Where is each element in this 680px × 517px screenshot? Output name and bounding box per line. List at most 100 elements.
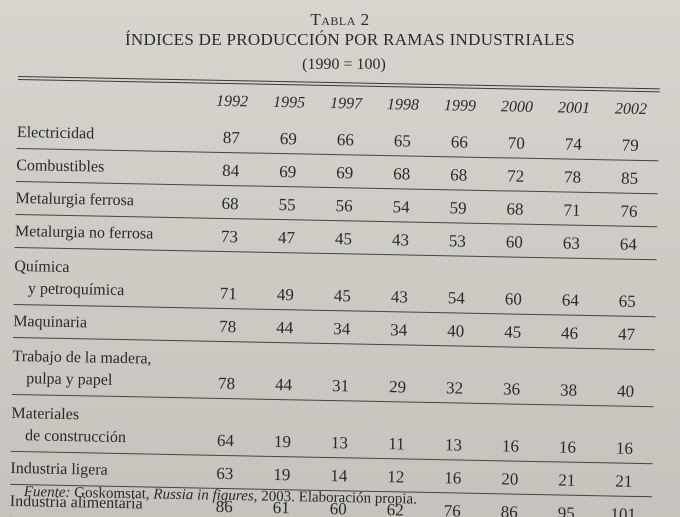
base-year-note: (1990 = 100) (302, 56, 386, 73)
row-label-line: Metalurgia ferrosa (15, 189, 135, 210)
index-value: 54 (447, 288, 466, 308)
index-value: 65 (393, 131, 412, 151)
index-value: 19 (273, 464, 291, 485)
row-label-line: Trabajo de la madera, (12, 347, 152, 368)
row-label: Combustibles (16, 155, 202, 181)
row-label: Industria ligera (10, 458, 196, 484)
row-label: Trabajo de la madera, pulpa y papel (12, 346, 199, 394)
index-value: 70 (507, 133, 525, 153)
index-value: 55 (278, 195, 296, 215)
row-label-line: Química (14, 257, 70, 277)
index-value: 44 (274, 374, 293, 395)
index-value: 38 (559, 380, 578, 400)
index-value: 66 (450, 132, 468, 152)
index-value: 69 (279, 162, 297, 182)
index-value: 47 (617, 324, 636, 344)
index-value: 56 (335, 196, 353, 216)
row-label: Química y petroquímica (14, 256, 201, 304)
row-label-line: Industria ligera (10, 459, 108, 479)
row-label-line: Materiales (11, 404, 80, 424)
index-value: 68 (393, 164, 411, 184)
index-value: 13 (444, 435, 463, 455)
footnote-publication: Russia in figures (153, 486, 254, 505)
index-value: 68 (450, 165, 468, 185)
index-value: 86 (500, 502, 518, 517)
index-value: 68 (506, 199, 524, 219)
index-value: 74 (564, 134, 582, 154)
index-value: 63 (216, 463, 234, 484)
year-header: 1997 (329, 94, 363, 113)
index-value: 73 (220, 226, 239, 247)
index-value: 69 (336, 163, 354, 183)
row-label: Materiales de construcción (11, 403, 198, 451)
table-title: ÍNDICES DE PRODUCCIÓN POR RAMAS INDUSTRI… (124, 30, 576, 49)
index-value: 101 (610, 504, 637, 517)
index-value: 95 (557, 503, 575, 517)
index-value: 66 (336, 130, 355, 150)
row-label-continuation: pulpa y papel (26, 370, 113, 389)
index-value: 34 (390, 320, 408, 340)
index-value: 87 (222, 127, 241, 148)
index-value: 76 (620, 201, 638, 221)
index-value: 68 (221, 193, 239, 214)
index-value: 60 (505, 232, 524, 252)
row-label-line: Electricidad (16, 123, 95, 143)
index-value: 84 (222, 160, 240, 181)
year-header: 2002 (614, 100, 648, 119)
index-value: 76 (443, 501, 461, 517)
index-value: 54 (392, 197, 410, 217)
index-value: 46 (560, 323, 579, 343)
year-header: 2000 (500, 98, 534, 116)
index-value: 64 (561, 290, 579, 310)
index-value: 85 (620, 168, 639, 188)
index-value: 47 (277, 228, 296, 248)
index-value: 53 (448, 231, 467, 251)
index-value: 16 (615, 438, 634, 458)
row-label: Metalurgia ferrosa (15, 188, 201, 214)
index-value: 71 (219, 283, 238, 304)
index-value: 69 (279, 129, 298, 149)
row-label-line: Combustibles (16, 156, 105, 176)
index-value: 45 (333, 286, 352, 306)
row-label-continuation: y petroquímica (27, 280, 125, 300)
index-value: 19 (273, 431, 292, 452)
footnote-source: Goskomstat, (70, 484, 154, 503)
index-value: 49 (276, 285, 295, 305)
index-value: 16 (558, 437, 577, 457)
year-header: 1999 (443, 97, 477, 115)
index-value: 40 (447, 321, 465, 341)
index-value: 78 (563, 167, 582, 187)
index-value: 79 (621, 135, 639, 155)
index-value: 78 (217, 373, 236, 394)
index-value: 43 (391, 230, 410, 250)
index-value: 64 (216, 430, 235, 451)
year-header: 1998 (386, 96, 420, 114)
index-value: 11 (388, 434, 405, 454)
index-value: 63 (562, 233, 581, 253)
index-value: 16 (501, 436, 520, 456)
index-value: 44 (276, 318, 294, 338)
index-value: 71 (563, 200, 581, 220)
row-label: Metalurgia no ferrosa (15, 221, 201, 247)
index-value: 31 (331, 376, 350, 396)
index-value: 43 (390, 287, 409, 307)
year-header: 2001 (557, 99, 591, 117)
year-header: 1992 (215, 92, 249, 111)
index-value: 13 (330, 433, 349, 453)
index-value: 40 (616, 381, 635, 401)
index-value: 14 (330, 466, 348, 486)
index-value: 59 (449, 198, 467, 218)
index-value: 36 (502, 379, 521, 399)
index-value: 20 (501, 469, 519, 489)
index-value: 65 (618, 291, 636, 311)
index-value: 16 (444, 468, 462, 488)
row-label-line: Metalurgia no ferrosa (14, 222, 154, 243)
row-label: Electricidad (17, 122, 203, 148)
index-value: 32 (445, 378, 464, 398)
index-value: 29 (388, 377, 407, 397)
footnote-rest: , 2003. Elaboración propia. (253, 488, 418, 508)
footnote-label: Fuente: (23, 484, 71, 501)
row-label: Maquinaria (13, 311, 199, 337)
production-index-table: 1992 1995 1997 1998 1999 2000 2001 2002 … (9, 76, 660, 517)
